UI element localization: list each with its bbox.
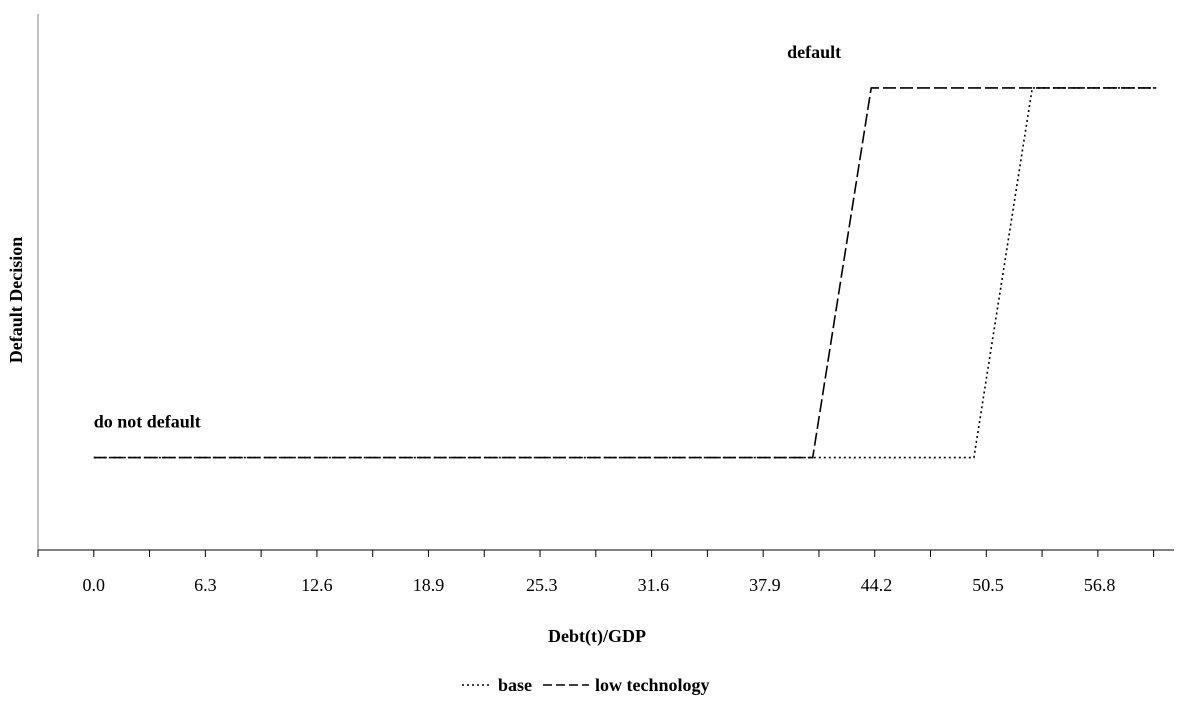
- x-axis-title: Debt(t)/GDP: [548, 626, 646, 647]
- x-tick-label: 31.6: [638, 575, 670, 595]
- y-axis-title: Default Decision: [6, 237, 26, 363]
- x-tick-label: 12.6: [301, 575, 333, 595]
- x-tick-label: 56.8: [1084, 575, 1116, 595]
- annotation-default: default: [787, 42, 841, 62]
- x-tick-label: 50.5: [972, 575, 1004, 595]
- legend-label-low-technology: low technology: [595, 675, 710, 695]
- legend: base low technology: [462, 675, 710, 695]
- x-tick-label: 18.9: [413, 575, 445, 595]
- legend-label-base: base: [498, 675, 532, 695]
- x-tick-label: 37.9: [749, 575, 781, 595]
- x-tick-label: 6.3: [194, 575, 217, 595]
- x-tick-label: 25.3: [526, 575, 558, 595]
- series-line-low-technology: [93, 87, 1157, 459]
- x-tick-label: 0.0: [83, 575, 106, 595]
- series-line-base: [93, 87, 1157, 459]
- x-tick-label: 44.2: [861, 575, 893, 595]
- annotation-do-not-default: do not default: [94, 412, 201, 432]
